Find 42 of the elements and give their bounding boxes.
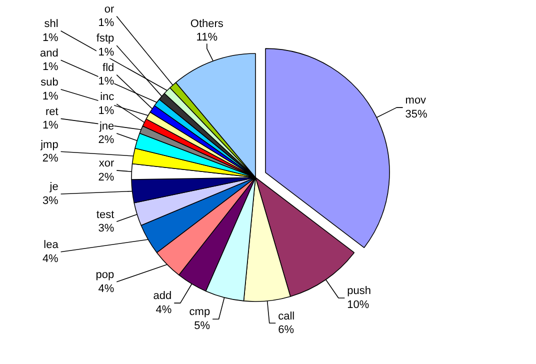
slice-label: xor [98,158,114,170]
data-label: 1% [42,90,59,102]
slice-label: jmp [40,138,58,151]
slice-label: fstp [96,32,114,45]
data-label: 2% [98,171,114,184]
slice-label: test [96,208,114,221]
data-label: 4% [98,282,114,295]
slice-label: cmp [189,306,210,318]
data-label: 1% [42,120,59,132]
slice-label: ret [46,106,58,118]
data-label: 1% [98,76,114,88]
data-label: 10% [347,298,370,311]
slice-label: push [347,285,372,298]
data-label: 2% [98,134,114,146]
slice-label: je [48,181,58,194]
data-label: 1% [42,61,59,74]
slice-label: lea [44,239,60,251]
data-label: 4% [42,252,59,265]
data-label: 1% [98,104,114,117]
slice-label: and [40,47,58,60]
data-label: 35% [405,108,428,120]
slice-label: fld [102,62,114,74]
data-label: 3% [42,194,59,207]
slice-label: Others [190,18,224,30]
data-label: 2% [42,152,59,165]
slice-label: pop [96,268,114,281]
data-label: 1% [98,46,114,58]
slice-label: or [104,3,114,16]
data-label: 1% [42,32,59,44]
slice-label: jne [98,120,114,132]
data-label: 3% [98,222,114,235]
slice-label: sub [40,76,58,89]
slice-label: call [278,310,295,322]
data-label: 11% [196,32,218,44]
slice-label: add [153,290,172,302]
data-label: 6% [278,324,294,336]
data-label: 4% [156,304,172,316]
data-label: 1% [98,17,114,30]
data-label: 5% [194,320,210,332]
slice-label: inc [100,91,115,104]
slice-label: mov [405,94,427,107]
slice-label: shl [44,18,58,30]
